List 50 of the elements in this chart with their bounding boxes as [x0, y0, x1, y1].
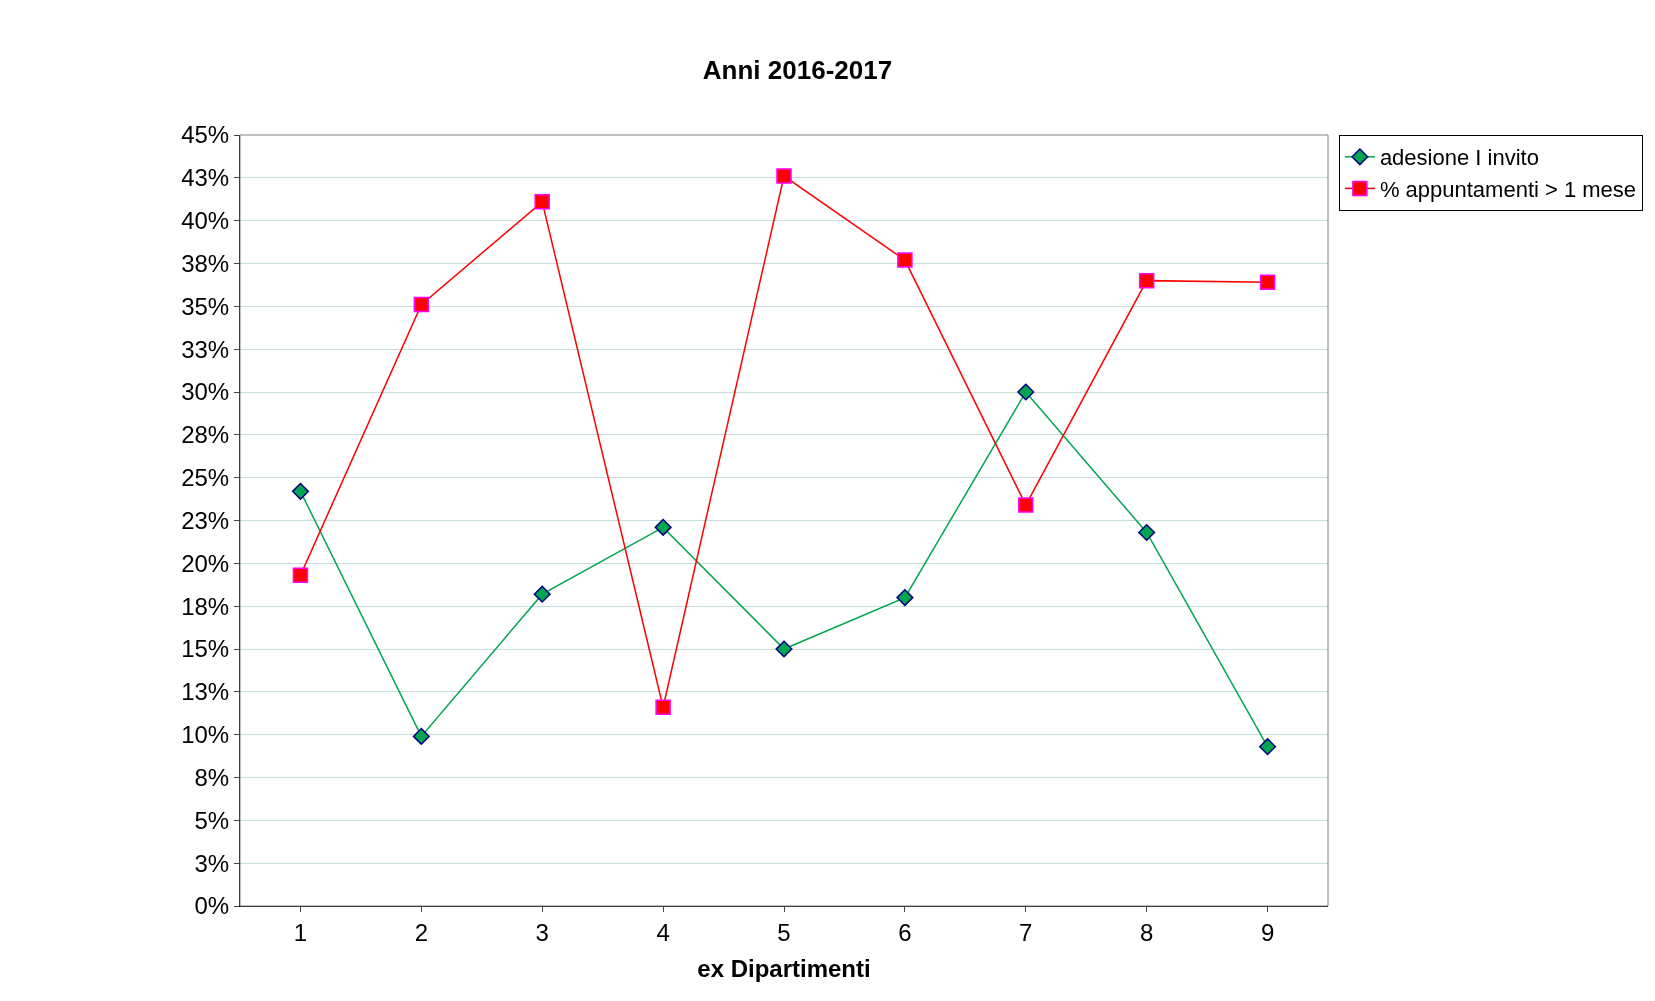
x-axis-title: ex Dipartimenti	[697, 955, 871, 983]
legend-label: % appuntamenti > 1 mese	[1379, 176, 1637, 202]
y-tick-label: 8%	[194, 763, 230, 791]
x-tick-label: 1	[293, 918, 308, 946]
y-tick-label: 0%	[194, 892, 230, 920]
y-tick-label: 18%	[181, 592, 230, 620]
x-tick-label: 4	[656, 918, 670, 946]
y-tick-label: 40%	[181, 207, 230, 235]
chart-title: Anni 2016-2017	[702, 55, 893, 86]
x-tick-label: 9	[1260, 918, 1275, 946]
x-tick-label: 8	[1139, 918, 1154, 946]
y-tick-label: 20%	[181, 549, 230, 577]
y-tick-label: 30%	[181, 378, 230, 406]
point	[1138, 523, 1156, 542]
y-tick-label: 3%	[194, 849, 230, 877]
point	[776, 168, 792, 184]
y-tick-label: 23%	[181, 506, 230, 534]
x-tick-label: 6	[898, 918, 912, 946]
point	[654, 518, 672, 536]
y-tick-label: 38%	[181, 249, 230, 277]
y-tick-label: 25%	[181, 464, 230, 492]
point	[1018, 497, 1034, 513]
x-tick-label: 7	[1019, 918, 1033, 946]
y-tick-label: 15%	[181, 635, 230, 663]
legend-label: adesione I invito	[1379, 145, 1539, 171]
x-tick-label: 3	[535, 918, 549, 946]
y-tick-label: 5%	[194, 806, 230, 834]
y-tick-label: 13%	[181, 678, 230, 706]
point	[1138, 272, 1155, 289]
point	[655, 699, 671, 715]
point	[897, 252, 913, 268]
y-tick-label: 35%	[181, 292, 230, 320]
point	[1259, 274, 1276, 291]
point	[412, 727, 430, 745]
point	[292, 567, 309, 584]
y-tick-label: 28%	[181, 421, 230, 449]
point	[1259, 738, 1277, 756]
point	[1017, 383, 1035, 401]
x-tick-label: 5	[777, 918, 791, 946]
y-tick-label: 43%	[181, 164, 230, 192]
y-tick-label: 45%	[181, 121, 230, 149]
point	[896, 589, 914, 607]
point	[775, 640, 793, 658]
point	[533, 585, 551, 603]
x-tick-label: 2	[414, 918, 429, 946]
point	[534, 194, 550, 210]
y-tick-label: 33%	[181, 335, 230, 363]
y-tick-label: 10%	[181, 721, 230, 749]
point	[413, 296, 430, 313]
point	[291, 482, 309, 500]
